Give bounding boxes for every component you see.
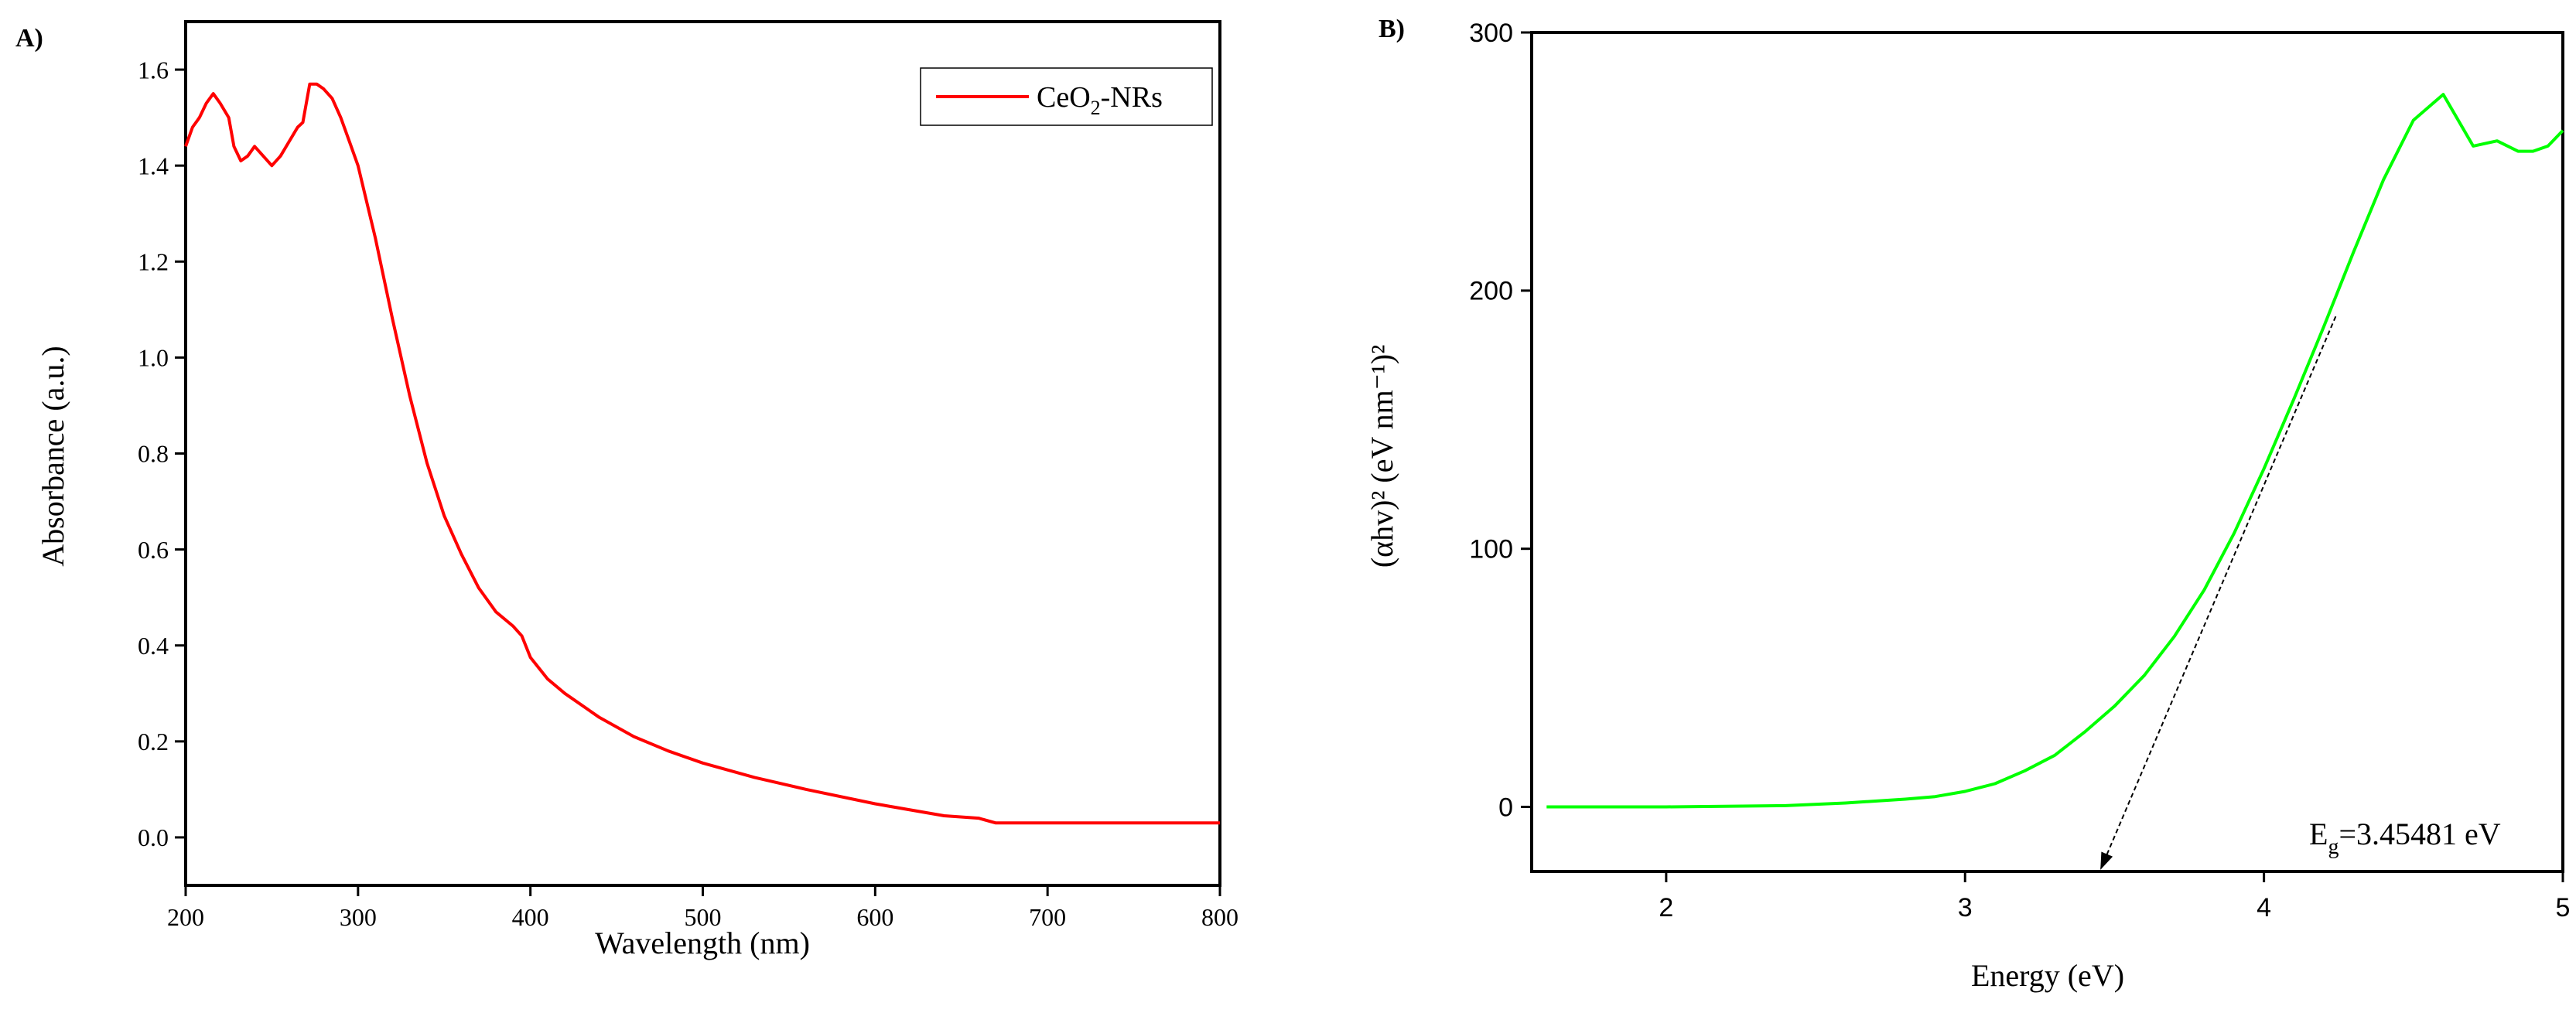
- panel-b-y-axis-label: (αhv)² (eV nm⁻¹)²: [1365, 345, 1399, 568]
- y-tick-label: 300: [1469, 19, 1513, 48]
- panel-b-series-alpha-hv-squared: [1546, 93, 2564, 809]
- panel-a: A) 200 300 400 500 600 700 800 0.0 0.2 0.4 0.6 0.8…: [15, 20, 1238, 960]
- y-tick-label: 100: [1469, 535, 1513, 564]
- panel-a-label: A): [15, 24, 43, 53]
- panel-a-x-axis-label: Wavelength (nm): [595, 926, 810, 960]
- panel-a-legend: CeO2-NRs: [920, 67, 1213, 126]
- x-tick-label: 2: [1659, 893, 1673, 922]
- x-tick-label: 200: [167, 903, 204, 931]
- y-tick-label: 1.4: [138, 152, 169, 179]
- y-tick-label: 0: [1498, 793, 1513, 822]
- panel-a-y-ticks: 0.0 0.2 0.4 0.6 0.8 1.0 1.2 1.4 1.6: [138, 56, 186, 851]
- y-tick-label: 0.6: [138, 536, 169, 564]
- x-tick-label: 700: [1029, 903, 1066, 931]
- panel-b-x-ticks: 2 3 4 5: [1659, 871, 2570, 922]
- panel-b-y-ticks: 0 100 200 300: [1469, 19, 1532, 822]
- x-tick-label: 4: [2257, 893, 2271, 922]
- x-tick-label: 500: [685, 903, 722, 931]
- y-tick-label: 1.2: [138, 247, 169, 275]
- panel-a-y-axis-label: Absorbance (a.u.): [36, 346, 70, 566]
- x-tick-label: 400: [512, 903, 549, 931]
- panel-b-plot-frame: [1530, 31, 2564, 873]
- legend-entry-ceo2-nrs: CeO2-NRs: [1037, 81, 1163, 119]
- x-tick-label: 5: [2556, 893, 2571, 922]
- panel-a-plot-frame: [184, 20, 1221, 887]
- y-tick-label: 0.8: [138, 440, 169, 468]
- panel-b-extrapolation-arrow: [2100, 315, 2337, 870]
- x-tick-label: 800: [1201, 903, 1238, 931]
- panel-b: B) 2 3 4 5 0 100 200 300 Eg=3.45481 eV Energy …: [1365, 15, 2570, 993]
- panel-b-bandgap-annotation: Eg=3.45481 eV: [2309, 817, 2501, 859]
- y-tick-label: 1.0: [138, 344, 169, 372]
- panel-b-label: B): [1379, 15, 1405, 43]
- y-tick-label: 200: [1469, 277, 1513, 306]
- panel-b-x-axis-label: Energy (eV): [1971, 958, 2124, 993]
- y-tick-label: 0.0: [138, 824, 169, 851]
- x-tick-label: 3: [1958, 893, 1973, 922]
- y-tick-label: 1.6: [138, 56, 169, 84]
- y-tick-label: 0.2: [138, 728, 169, 755]
- x-tick-label: 600: [856, 903, 893, 931]
- x-tick-label: 300: [340, 903, 377, 931]
- panel-a-x-ticks: 200 300 400 500 600 700 800: [167, 885, 1238, 931]
- y-tick-label: 0.4: [138, 632, 169, 660]
- panel-a-series-ceo2-nrs: [184, 82, 1220, 825]
